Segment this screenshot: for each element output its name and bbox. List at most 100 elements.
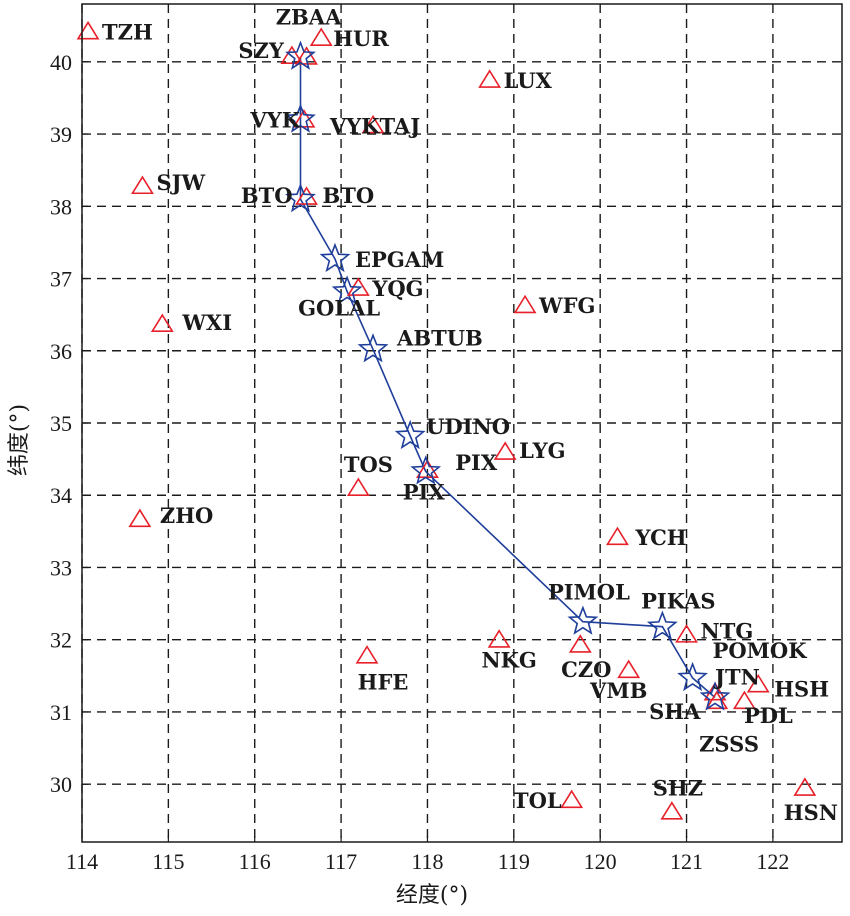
y-tick-label: 31 bbox=[50, 700, 72, 725]
station-marker-pix bbox=[416, 459, 439, 478]
waypoint-marker-bto bbox=[285, 182, 316, 213]
station-marker-hfe bbox=[355, 645, 379, 664]
point-label-golal: GOLAL bbox=[298, 296, 380, 321]
point-label-udino: UDINO bbox=[426, 414, 510, 439]
point-label-hsh: HSH bbox=[774, 677, 829, 702]
x-tick-label: 121 bbox=[670, 849, 703, 874]
station-marker-hsn bbox=[793, 777, 817, 796]
point-label-bto: BTO bbox=[323, 183, 375, 208]
station-marker-lyg bbox=[493, 441, 517, 460]
point-label-czo: CZO bbox=[561, 657, 611, 682]
waypoint-marker-vyk bbox=[285, 103, 316, 133]
point-label-ych: YCH bbox=[634, 525, 686, 550]
point-label-zsss: ZSSS bbox=[699, 732, 759, 757]
y-tick-label: 30 bbox=[50, 772, 72, 797]
waypoint-marker-pix bbox=[410, 455, 442, 485]
point-label-ntg: NTG bbox=[701, 619, 754, 644]
x-axis-label: 经度(°) bbox=[396, 883, 468, 908]
station-marker-tol bbox=[560, 789, 584, 809]
point-label-shz: SHZ bbox=[653, 776, 703, 801]
station-marker-zho bbox=[128, 508, 152, 528]
station-marker-szy bbox=[280, 45, 304, 65]
waypoint-marker-pimol bbox=[567, 605, 599, 635]
waypoint-marker-abtub bbox=[357, 333, 389, 363]
y-tick-label: 36 bbox=[50, 339, 72, 364]
waypoint-marker-epgam bbox=[319, 242, 351, 273]
waypoint-marker-zbaa bbox=[285, 40, 316, 70]
y-axis-label: 纬度(°) bbox=[7, 404, 32, 476]
point-label-pix: PIX bbox=[455, 450, 498, 475]
point-label-wfg: WFG bbox=[538, 293, 595, 318]
y-tick-label: 38 bbox=[50, 194, 72, 219]
station-marker-pdl bbox=[732, 690, 756, 710]
waypoint-marker-udino bbox=[394, 419, 426, 450]
point-label-vyk: VYK bbox=[249, 108, 300, 133]
waypoint-marker-golal bbox=[331, 275, 363, 305]
point-label-vmb: VMB bbox=[589, 678, 647, 703]
point-label-zho: ZHO bbox=[160, 503, 213, 528]
y-tick-label: 34 bbox=[50, 483, 72, 508]
station-marker-tos bbox=[346, 477, 370, 497]
grid-lines bbox=[81, 4, 842, 842]
point-label-szy: SZY bbox=[238, 38, 284, 63]
point-label-nkg: NKG bbox=[481, 648, 536, 673]
point-label-sha: SHA bbox=[649, 699, 701, 724]
point-label-abtub: ABTUB bbox=[396, 325, 483, 350]
point-label-epgam: EPGAM bbox=[355, 247, 444, 272]
point-label-hsn: HSN bbox=[784, 800, 838, 825]
point-label-wxi: WXI bbox=[181, 310, 232, 335]
point-label-hfe: HFE bbox=[358, 670, 409, 695]
point-label-pomok: POMOK bbox=[713, 638, 808, 663]
station-marker-nkg bbox=[487, 629, 511, 648]
x-tick-label: 114 bbox=[66, 849, 98, 874]
station-marker-lux bbox=[478, 69, 502, 88]
station-marker-shz bbox=[660, 801, 684, 820]
station-marker-tzh bbox=[76, 20, 100, 40]
y-tick-label: 33 bbox=[50, 555, 72, 580]
point-label-jtn: JTN bbox=[713, 664, 760, 689]
point-label-hur: HUR bbox=[333, 26, 389, 51]
station-marker-czo bbox=[568, 634, 592, 653]
x-tick-label: 120 bbox=[584, 849, 617, 874]
point-label-bto: BTO bbox=[241, 183, 293, 208]
x-tick-label: 116 bbox=[239, 849, 271, 874]
station-marker-zbaa bbox=[295, 46, 318, 65]
station-marker-wxi bbox=[150, 313, 174, 333]
waypoint-marker-zsss bbox=[699, 681, 731, 711]
station-marker-vmb bbox=[617, 659, 641, 679]
station-marker-wfg bbox=[513, 294, 537, 314]
point-label-lux: LUX bbox=[504, 68, 553, 93]
station-marker-ych bbox=[606, 526, 629, 546]
station-marker-ntg bbox=[675, 624, 698, 643]
y-tick-label: 39 bbox=[50, 122, 72, 147]
point-label-vyktaj: VYKTAJ bbox=[329, 113, 420, 138]
point-label-pix: PIX bbox=[403, 479, 446, 504]
x-tick-label: 115 bbox=[152, 849, 184, 874]
point-label-pikas: PIKAS bbox=[641, 589, 715, 614]
point-label-sjw: SJW bbox=[156, 170, 205, 195]
x-tick-label: 122 bbox=[756, 849, 789, 874]
station-marker-sjw bbox=[131, 175, 154, 195]
x-tick-label: 119 bbox=[498, 849, 530, 874]
point-label-zbaa: ZBAA bbox=[276, 5, 342, 30]
waypoint-markers bbox=[285, 40, 731, 711]
station-marker-hsh bbox=[746, 673, 770, 693]
y-tick-label: 37 bbox=[50, 267, 72, 292]
point-label-pimol: PIMOL bbox=[548, 580, 630, 605]
waypoint-marker-pikas bbox=[646, 610, 678, 640]
plot-frame bbox=[81, 3, 843, 843]
station-marker-jtn bbox=[703, 681, 727, 701]
point-label-tos: TOS bbox=[344, 452, 393, 477]
point-label-tzh: TZH bbox=[102, 19, 153, 44]
x-tick-label: 118 bbox=[411, 849, 443, 874]
y-tick-label: 32 bbox=[50, 628, 72, 653]
y-tick-label: 35 bbox=[50, 411, 72, 436]
point-label-yqg: YQG bbox=[371, 276, 423, 301]
waypoint-marker-pomok bbox=[677, 661, 709, 692]
station-marker-vyktaj bbox=[361, 114, 385, 134]
axis-ticks: 114 115 116 117 118 119 120 121 122 30 31 32 33 34 35 3… bbox=[50, 50, 789, 874]
point-label-pdl: PDL bbox=[744, 703, 793, 728]
y-tick-label: 40 bbox=[50, 50, 72, 75]
